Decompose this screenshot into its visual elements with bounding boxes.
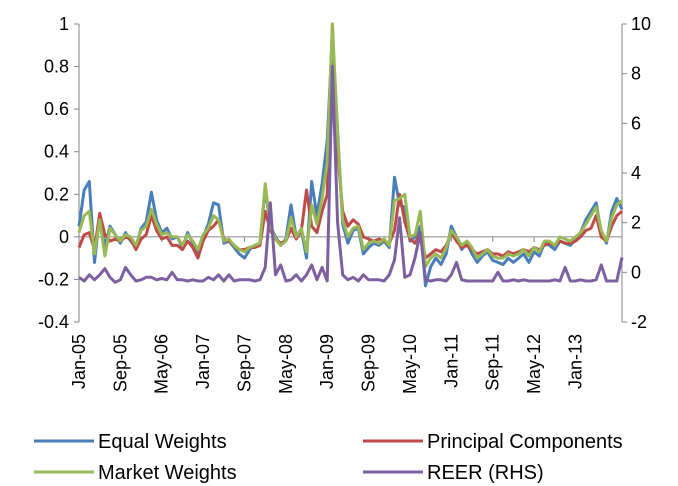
- right-tick-label: 10: [631, 14, 651, 34]
- right-tick-label: -2: [631, 312, 647, 332]
- legend-label-2: Market Weights: [98, 462, 237, 484]
- x-tick-label: Sep-07: [234, 334, 254, 392]
- x-tick-label: Sep-05: [110, 334, 130, 392]
- legend-label-3: REER (RHS): [427, 462, 544, 484]
- x-tick-label: Jan-07: [193, 334, 213, 389]
- x-tick-label: Jan-05: [69, 334, 89, 389]
- x-tick-label: May-08: [276, 334, 296, 394]
- left-tick-label: 0.4: [44, 142, 69, 162]
- right-tick-label: 8: [631, 64, 641, 84]
- right-tick-label: 6: [631, 113, 641, 133]
- x-tick-label: Sep-11: [483, 334, 503, 391]
- left-tick-label: -0.2: [38, 269, 69, 289]
- left-tick-label: -0.4: [38, 312, 69, 332]
- left-tick-label: 0.6: [44, 99, 69, 119]
- chart-legend: Equal Weights Principal Components Market …: [34, 431, 623, 484]
- legend-label-0: Equal Weights: [98, 431, 227, 453]
- left-tick-label: 0.2: [44, 184, 69, 204]
- series-line-2: [77, 22, 623, 269]
- x-tick-label: Jan-13: [565, 334, 585, 389]
- chart-axes: 1 0.8 0.6 0.4 0.2 0 -0.2 -0.4 10 8 6 4 2 0 -2 Jan-05 Sep…: [38, 14, 651, 394]
- right-tick-label: 0: [631, 262, 641, 282]
- x-tick-label: Jan-11: [441, 334, 461, 388]
- left-tick-label: 1: [59, 14, 69, 34]
- series-lines: [77, 22, 624, 288]
- right-tick-label: 2: [631, 213, 641, 233]
- x-tick-label: May-12: [524, 334, 544, 394]
- left-tick-label: 0: [59, 227, 69, 247]
- legend-label-1: Principal Components: [427, 431, 623, 453]
- x-tick-label: Sep-09: [359, 334, 379, 392]
- right-tick-label: 4: [631, 163, 641, 183]
- series-line-3: [78, 64, 624, 284]
- x-tick-label: May-10: [400, 334, 420, 394]
- series-line-1: [77, 22, 623, 260]
- x-tick-label: Jan-09: [317, 334, 337, 389]
- left-tick-label: 0.8: [44, 57, 69, 77]
- x-tick-label: May-06: [152, 334, 172, 394]
